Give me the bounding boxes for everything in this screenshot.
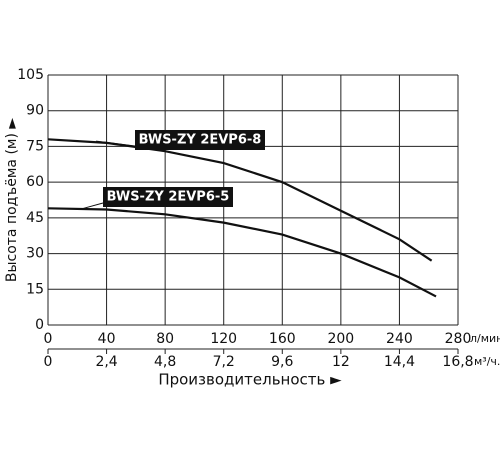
x-tick-label: 240: [386, 331, 413, 347]
y-tick-label: 30: [26, 246, 44, 262]
leader: [81, 202, 104, 210]
x-axis-label: Производительность ►: [158, 371, 342, 389]
x2-tick-label: 2,4: [95, 354, 117, 370]
x-tick-label: 280: [445, 331, 472, 347]
y-tick-label: 90: [26, 103, 44, 119]
x2-tick-label: 0: [44, 354, 53, 370]
x-tick-label: 0: [44, 331, 53, 347]
y-tick-label: 105: [17, 67, 44, 83]
x2-unit: м³/ч.: [474, 355, 500, 368]
y-tick-label: 0: [35, 317, 44, 333]
y-axis-label: Высота подъёма (м) ►: [4, 118, 20, 283]
x-tick-label: 160: [269, 331, 296, 347]
y-tick-label: 60: [26, 174, 44, 190]
x-tick-label: 200: [327, 331, 354, 347]
curve: [47, 138, 433, 262]
legend-box: [135, 130, 265, 150]
x2-tick-label: 7,2: [213, 354, 235, 370]
x2-tick-label: 16,8: [442, 354, 473, 370]
y-tick-label: 75: [26, 138, 44, 154]
x-tick-label: 120: [210, 331, 237, 347]
x-unit: л/мин.: [470, 332, 500, 345]
x2-tick-label: 12: [332, 354, 350, 370]
legend-label: BWS-ZY 2EVP6-5: [107, 190, 230, 205]
leader: [96, 140, 136, 147]
curve: [47, 207, 437, 298]
x-tick-label: 40: [98, 331, 116, 347]
x2-tick-label: 9,6: [271, 354, 293, 370]
legend-label: BWS-ZY 2EVP6-8: [139, 133, 262, 148]
y-tick-label: 15: [26, 281, 44, 297]
x2-tick-label: 14,4: [384, 354, 415, 370]
x2-tick-label: 4,8: [154, 354, 176, 370]
x-tick-label: 80: [156, 331, 174, 347]
y-tick-label: 45: [26, 210, 44, 226]
legend-box: [103, 187, 233, 207]
